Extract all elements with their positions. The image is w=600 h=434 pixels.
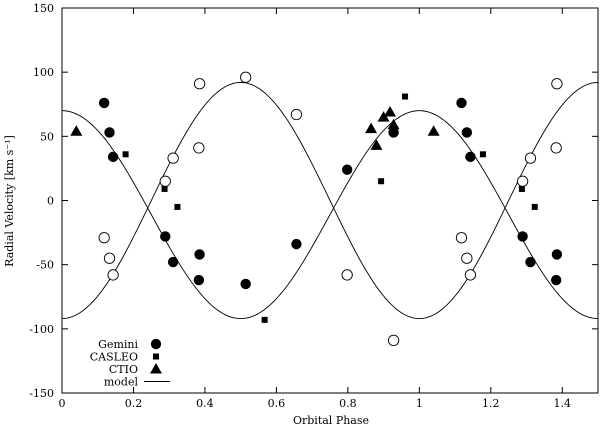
- legend-swatch-casleo: [153, 353, 159, 360]
- casleo-point: [518, 185, 525, 192]
- legend-swatch-ctio: [150, 363, 162, 374]
- y-tick-label: 0: [47, 195, 54, 208]
- gemini-secondary-point: [193, 142, 205, 154]
- gemini-secondary-point: [341, 269, 353, 281]
- casleo-point: [174, 203, 181, 210]
- gemini-point: [517, 231, 528, 242]
- ctio-point: [384, 105, 397, 117]
- gemini-point: [160, 231, 171, 242]
- legend-label-gemini: Gemini: [98, 338, 138, 351]
- gemini-secondary-point: [107, 269, 119, 281]
- x-axis-title: Orbital Phase: [293, 414, 369, 427]
- gemini-point: [107, 151, 119, 163]
- casleo-point: [122, 151, 129, 158]
- gemini-secondary-point: [240, 71, 252, 83]
- x-tick-label: 1: [416, 397, 423, 410]
- gemini-secondary-point: [524, 152, 537, 164]
- x-tick-label: 0.8: [339, 397, 357, 410]
- axis-ticks: 0 0.2 0.4 0.6 0.8 1 1.2 1.4 -150 -100 -50 0 50 100 150: [29, 2, 598, 410]
- ctio-point: [377, 111, 390, 122]
- gemini-point: [104, 127, 115, 138]
- x-tick-label: 1.4: [554, 397, 572, 410]
- casleo-point: [402, 93, 409, 100]
- legend-swatch-gemini: [150, 338, 162, 350]
- y-tick-label: -100: [29, 323, 54, 336]
- x-tick-label: 0: [59, 397, 66, 410]
- legend-label-model: model: [104, 376, 139, 389]
- legend-label-casleo: CASLEO: [90, 351, 138, 364]
- gemini-point: [341, 164, 353, 175]
- x-tick-label: 0.6: [268, 397, 286, 410]
- gemini-point: [193, 274, 205, 286]
- gemini-secondary-point: [387, 334, 400, 347]
- gemini-point: [525, 256, 536, 268]
- gemini-point: [456, 97, 467, 109]
- gemini-point: [388, 127, 399, 138]
- gemini-secondary-point: [550, 142, 562, 154]
- gemini-point: [461, 127, 473, 138]
- casleo-point: [378, 178, 385, 185]
- gemini-secondary-point: [159, 175, 171, 187]
- gemini-secondary-point: [290, 108, 303, 121]
- y-tick-label: -150: [29, 387, 54, 400]
- y-axis-title: Radial Velocity [km s⁻¹]: [3, 135, 16, 267]
- gemini-secondary-point: [464, 269, 477, 281]
- gemini-point: [291, 238, 302, 250]
- ctio-point: [370, 139, 383, 150]
- x-tick-label: 0.2: [125, 397, 143, 410]
- y-tick-label: -50: [36, 259, 54, 272]
- casleo-point: [479, 151, 486, 158]
- gemini-point: [550, 274, 562, 286]
- ctio-point: [387, 118, 400, 130]
- casleo-point: [261, 316, 268, 323]
- gemini-point: [465, 151, 476, 163]
- gemini-point: [194, 249, 205, 260]
- x-tick-label: 0.4: [196, 397, 214, 410]
- gemini-secondary-point: [516, 175, 529, 187]
- x-tick-label: 1.2: [482, 397, 500, 410]
- ctio-point: [70, 125, 83, 136]
- model-curve-1: [61, 110, 599, 320]
- gemini-point: [98, 97, 110, 109]
- gemini-secondary-point: [98, 232, 110, 244]
- y-tick-label: 100: [33, 66, 54, 79]
- gemini-point: [167, 256, 179, 268]
- gemini-secondary-point: [551, 78, 563, 90]
- legend-label-ctio: CTIO: [109, 363, 138, 376]
- ctio-point: [427, 125, 440, 136]
- gemini-secondary-point: [103, 252, 116, 264]
- y-tick-label: 50: [40, 130, 54, 143]
- gemini-secondary-point: [461, 252, 473, 264]
- gemini-secondary-point: [193, 78, 206, 90]
- model-curves: [61, 81, 599, 320]
- model-curve-2: [61, 81, 599, 320]
- gemini-point: [240, 278, 251, 290]
- gemini-point: [551, 249, 563, 260]
- y-tick-label: 150: [33, 2, 54, 15]
- gemini-secondary-point: [455, 232, 468, 244]
- casleo-point: [531, 203, 538, 210]
- casleo-point: [161, 185, 168, 192]
- ctio-point: [365, 122, 378, 134]
- gemini-secondary-point: [167, 152, 179, 164]
- data-points: [70, 71, 563, 347]
